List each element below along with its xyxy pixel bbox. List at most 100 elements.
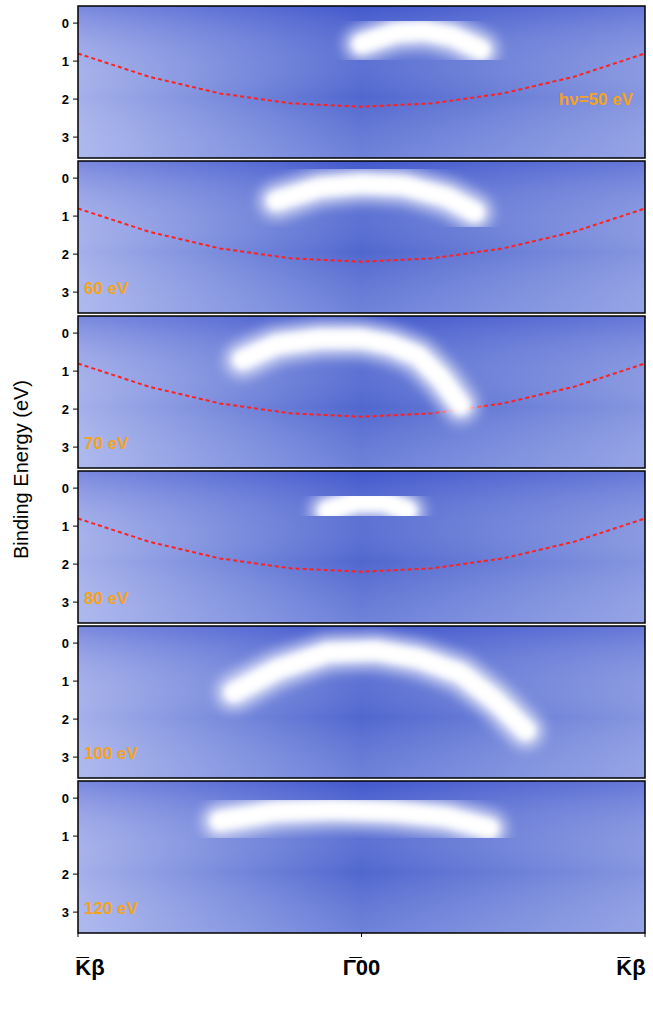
x-tick-label: Γ̅00 <box>343 955 381 980</box>
y-tick <box>73 643 78 644</box>
y-tick <box>73 371 78 372</box>
y-tick-label: 1 <box>62 829 69 844</box>
y-tick-label: 2 <box>62 402 69 417</box>
x-tick <box>645 933 646 937</box>
figure: 0123hν=50 eV012360 eV012370 eV012380 eV0… <box>0 0 653 1016</box>
y-tick <box>73 681 78 682</box>
panel-background <box>78 626 645 778</box>
y-tick-label: 2 <box>62 867 69 882</box>
y-tick <box>73 178 78 179</box>
y-tick <box>73 333 78 334</box>
panel-title: 80 eV <box>84 589 129 608</box>
band <box>242 339 460 406</box>
plot-area <box>220 810 489 829</box>
panel-frame <box>78 626 645 778</box>
panel-shade <box>78 626 645 778</box>
y-tick-label: 1 <box>62 519 69 534</box>
y-tick-label: 2 <box>62 557 69 572</box>
y-tick-label: 0 <box>62 171 69 186</box>
band <box>234 651 526 731</box>
y-tick-label: 0 <box>62 791 69 806</box>
y-tick <box>73 61 78 62</box>
panel: 012360 eV <box>62 161 645 313</box>
panel-frame <box>78 471 645 623</box>
panel-background <box>78 316 645 468</box>
y-tick-label: 2 <box>62 712 69 727</box>
y-tick <box>73 912 78 913</box>
band <box>362 31 481 50</box>
y-tick <box>73 254 78 255</box>
y-tick-label: 1 <box>62 674 69 689</box>
panel-frame <box>78 161 645 313</box>
band <box>328 501 407 511</box>
y-tick-label: 1 <box>62 364 69 379</box>
panel: 0 1 2 3 80 eV <box>62 471 645 623</box>
panel: 0 1 2 3 hν=50 eV <box>62 6 645 158</box>
y-tick <box>73 836 78 837</box>
x-tick-label: K̅β <box>75 955 104 980</box>
y-tick-label: 2 <box>62 247 69 262</box>
panel-frame <box>78 6 645 158</box>
y-tick <box>73 757 78 758</box>
y-tick-label: 3 <box>62 440 69 455</box>
x-tick-label: K̅β <box>616 955 645 980</box>
x-tick <box>78 933 79 937</box>
y-tick <box>73 719 78 720</box>
panel-background <box>78 471 645 623</box>
y-tick <box>73 564 78 565</box>
y-tick-label: 3 <box>62 750 69 765</box>
y-axis-title: Binding Energy (eV) <box>10 380 32 559</box>
dispersion-line <box>78 519 645 572</box>
y-tick <box>73 216 78 217</box>
dispersion-line <box>78 364 645 417</box>
band <box>276 184 475 213</box>
y-tick <box>73 488 78 489</box>
panel-shade <box>78 316 645 468</box>
y-tick <box>73 292 78 293</box>
y-tick-label: 0 <box>62 481 69 496</box>
band <box>220 810 489 829</box>
band-glow <box>242 339 460 406</box>
panel-frame <box>78 316 645 468</box>
y-tick <box>73 99 78 100</box>
y-tick <box>73 447 78 448</box>
panel-shade <box>78 471 645 623</box>
y-tick-label: 1 <box>62 54 69 69</box>
panel: 0 1 2 3 K̅β Γ̅00 K̅β 120 eV <box>62 781 646 980</box>
y-tick-label: 2 <box>62 92 69 107</box>
y-tick <box>73 409 78 410</box>
band-glow <box>234 651 526 731</box>
panel-frame <box>78 781 645 933</box>
y-tick-label: 0 <box>62 636 69 651</box>
y-tick-label: 0 <box>62 326 69 341</box>
band-glow <box>362 31 481 50</box>
y-tick <box>73 874 78 875</box>
panel-title: 70 eV <box>84 434 129 453</box>
band-glow <box>328 501 407 511</box>
y-tick <box>73 602 78 603</box>
panel-shade <box>78 161 645 313</box>
y-tick-label: 3 <box>62 130 69 145</box>
panel: 0 1 2 3 70 eV <box>62 316 645 468</box>
x-tick <box>361 933 362 937</box>
panel-shade <box>78 781 645 933</box>
y-tick <box>73 526 78 527</box>
page: {"figure": {"ylabel": "Binding Energy (e… <box>0 0 653 1016</box>
panel-background <box>78 781 645 933</box>
y-tick-label: 3 <box>62 285 69 300</box>
y-tick-label: 0 <box>62 16 69 31</box>
plot-area <box>234 651 526 731</box>
y-tick-label: 1 <box>62 209 69 224</box>
plot-area <box>78 501 645 571</box>
y-tick-label: 3 <box>62 905 69 920</box>
panel-title: hν=50 eV <box>559 90 634 109</box>
panel: 0123100 eV <box>62 626 645 778</box>
y-tick <box>73 23 78 24</box>
plot-area <box>78 339 645 417</box>
panel-shade <box>78 6 645 158</box>
y-tick-label: 3 <box>62 595 69 610</box>
band-glow <box>220 810 489 829</box>
band-glow <box>276 184 475 213</box>
panel-title: 120 eV <box>84 899 139 918</box>
panel-background <box>78 6 645 158</box>
